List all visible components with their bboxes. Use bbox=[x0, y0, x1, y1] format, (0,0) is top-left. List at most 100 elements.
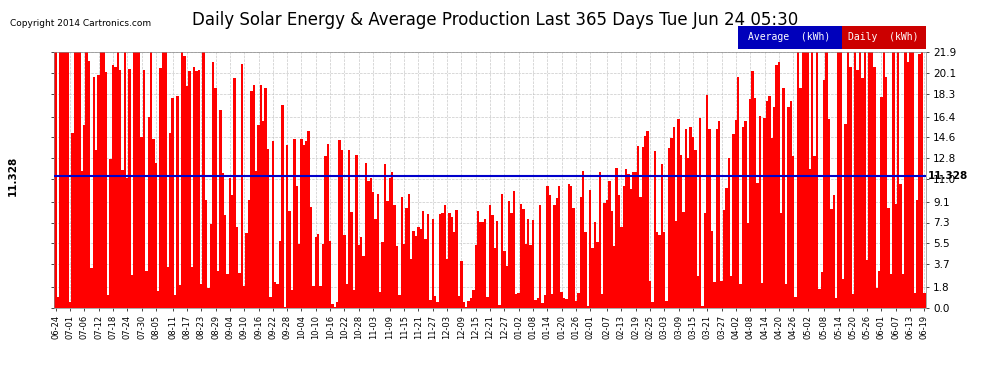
Bar bbox=[78, 53, 81, 308]
Bar bbox=[376, 195, 379, 308]
Bar bbox=[303, 145, 305, 308]
Bar bbox=[56, 297, 59, 307]
Bar bbox=[520, 204, 523, 308]
Bar bbox=[119, 70, 122, 308]
Bar bbox=[157, 291, 159, 308]
Text: 11.328: 11.328 bbox=[928, 171, 968, 181]
Bar bbox=[420, 229, 422, 308]
Bar bbox=[589, 190, 591, 308]
Bar bbox=[885, 76, 887, 308]
Bar bbox=[403, 244, 405, 308]
Bar bbox=[198, 70, 200, 308]
Bar bbox=[229, 178, 231, 308]
Bar bbox=[219, 110, 222, 308]
Bar bbox=[713, 282, 716, 308]
Bar bbox=[360, 237, 362, 308]
Bar bbox=[809, 169, 811, 308]
Bar bbox=[863, 53, 866, 308]
Bar bbox=[455, 210, 457, 308]
Bar bbox=[721, 281, 723, 308]
Bar bbox=[790, 101, 792, 308]
Bar bbox=[565, 299, 567, 307]
Bar bbox=[66, 53, 68, 308]
Bar bbox=[840, 53, 842, 308]
Bar bbox=[802, 53, 804, 308]
Bar bbox=[584, 232, 587, 308]
Bar bbox=[539, 205, 542, 308]
Bar bbox=[642, 147, 644, 308]
Bar bbox=[699, 118, 701, 308]
Bar bbox=[572, 208, 575, 308]
Bar bbox=[846, 53, 849, 308]
Bar bbox=[283, 307, 286, 308]
Bar bbox=[835, 298, 838, 307]
Bar bbox=[472, 290, 474, 308]
Bar bbox=[305, 141, 308, 308]
Bar bbox=[670, 138, 672, 308]
Bar bbox=[410, 259, 413, 308]
Bar bbox=[723, 210, 725, 308]
Bar bbox=[904, 53, 907, 308]
Bar bbox=[425, 239, 427, 308]
Bar bbox=[866, 260, 868, 308]
Bar bbox=[660, 164, 663, 308]
Bar bbox=[828, 118, 831, 308]
Bar bbox=[357, 245, 360, 308]
Bar bbox=[916, 200, 919, 308]
Bar bbox=[778, 62, 780, 308]
Bar bbox=[831, 209, 833, 308]
Bar bbox=[498, 305, 501, 308]
Bar bbox=[286, 145, 288, 308]
Bar bbox=[746, 223, 749, 308]
Bar bbox=[217, 272, 219, 308]
Bar bbox=[467, 302, 470, 307]
Bar bbox=[317, 234, 320, 308]
Bar bbox=[427, 214, 430, 308]
Bar bbox=[246, 232, 248, 308]
Bar bbox=[582, 171, 584, 308]
Bar bbox=[442, 213, 444, 308]
Bar bbox=[474, 245, 477, 308]
Bar bbox=[689, 127, 692, 308]
Bar bbox=[462, 302, 465, 307]
Bar bbox=[279, 242, 281, 308]
Bar bbox=[430, 300, 432, 307]
Bar bbox=[134, 53, 136, 308]
Bar bbox=[558, 186, 560, 308]
Bar bbox=[518, 293, 520, 308]
Bar bbox=[212, 62, 215, 308]
Bar bbox=[348, 150, 350, 308]
Bar bbox=[902, 274, 904, 308]
Bar bbox=[503, 251, 506, 308]
Bar bbox=[858, 53, 861, 308]
Bar bbox=[604, 203, 606, 308]
Bar bbox=[797, 53, 799, 308]
Bar bbox=[535, 300, 537, 307]
Bar bbox=[457, 297, 460, 307]
Bar bbox=[555, 198, 558, 308]
Bar bbox=[550, 294, 553, 308]
Bar bbox=[751, 70, 753, 308]
Bar bbox=[224, 215, 227, 308]
Bar bbox=[575, 301, 577, 307]
Bar bbox=[352, 290, 355, 308]
Bar bbox=[608, 181, 611, 308]
Bar bbox=[628, 174, 630, 308]
Bar bbox=[775, 66, 778, 308]
Bar bbox=[680, 155, 682, 308]
Bar bbox=[601, 294, 604, 308]
Text: Daily  (kWh): Daily (kWh) bbox=[848, 33, 919, 42]
Bar bbox=[854, 53, 856, 308]
Bar bbox=[489, 204, 491, 308]
Bar bbox=[379, 292, 381, 308]
Bar bbox=[625, 170, 628, 308]
Bar bbox=[892, 53, 895, 308]
Bar bbox=[161, 53, 164, 308]
Bar bbox=[486, 297, 489, 307]
Bar bbox=[718, 121, 721, 308]
Bar bbox=[448, 213, 450, 308]
Bar bbox=[76, 53, 78, 308]
Bar bbox=[109, 159, 112, 308]
Bar bbox=[138, 53, 141, 308]
Bar bbox=[90, 268, 93, 308]
